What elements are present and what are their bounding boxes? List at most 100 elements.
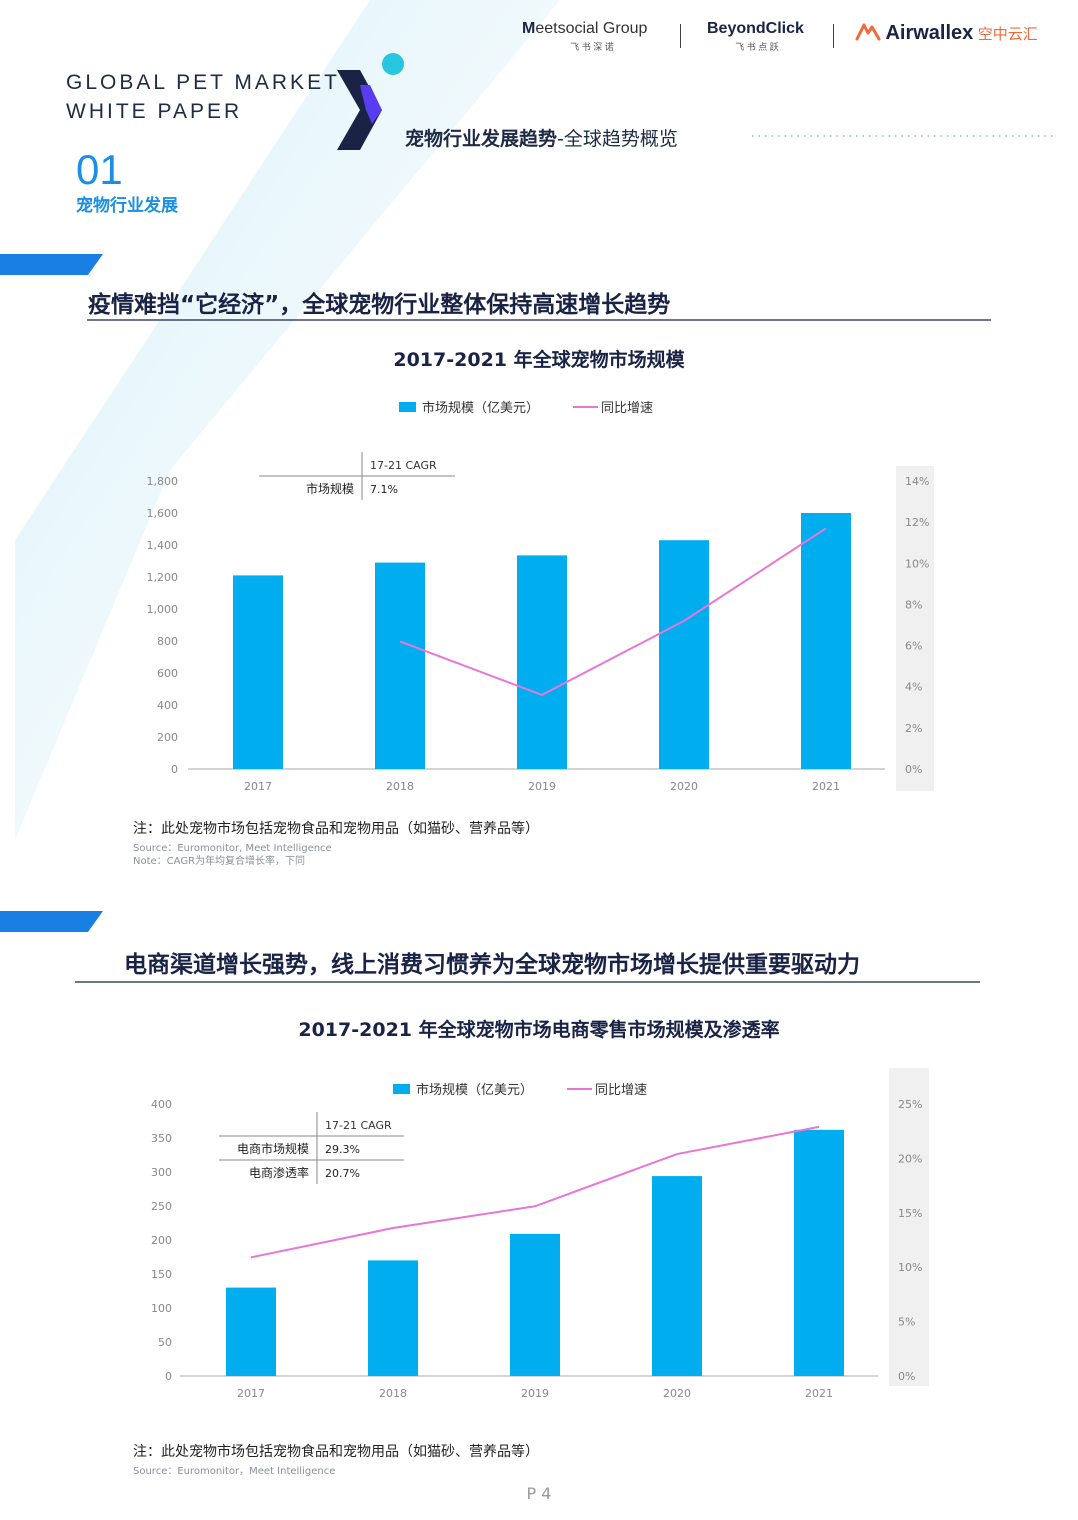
airwallex-logo: Airwallex 空中云汇	[855, 22, 1038, 45]
left-axis-tick: 800	[157, 635, 178, 648]
left-axis-tick: 350	[151, 1132, 172, 1145]
section1-tab	[0, 254, 103, 275]
legend-label-bar: 市场规模（亿美元）	[416, 1082, 533, 1098]
left-axis-tick: 1,400	[147, 539, 179, 552]
right-axis-tick: 15%	[898, 1207, 922, 1220]
cagr-row-value: 29.3%	[325, 1143, 360, 1156]
cagr-table-header: 17-21 CAGR	[370, 459, 437, 472]
x-axis-tick: 2017	[244, 780, 272, 793]
bar	[226, 1287, 276, 1376]
left-axis-tick: 1,600	[147, 507, 179, 520]
section1-note: 注：此处宠物市场包括宠物食品和宠物用品（如猫砂、营养品等）	[133, 821, 539, 837]
x-axis-tick: 2019	[528, 780, 556, 793]
x-axis-tick: 2018	[386, 780, 414, 793]
section2-tab	[0, 911, 103, 932]
cagr-row-label: 市场规模	[306, 481, 354, 496]
chart2: 0 50 100 150 200 250 300 350 400 0% 5% 10% 15% 20% 25%…	[151, 1068, 929, 1400]
logo-divider-1	[680, 24, 681, 48]
section1-headline: 疫情难挡“它经济”，全球宠物行业整体保持高速增长趋势	[88, 292, 671, 318]
x-axis-tick: 2017	[237, 1387, 265, 1400]
diagonal-band	[15, 0, 560, 840]
chart2-title: 2017-2021 年全球宠物市场电商零售市场规模及渗透率	[298, 1019, 780, 1041]
cagr-row-label: 电商渗透率	[249, 1165, 309, 1180]
beyondclick-name: BeyondClick	[707, 20, 804, 37]
airwallex-icon	[855, 23, 881, 41]
section2-source: Source：Euromonitor，Meet Intelligence	[133, 1466, 336, 1477]
legend-label-line: 同比增速	[595, 1083, 647, 1098]
section2-note: 注：此处宠物市场包括宠物食品和宠物用品（如猫砂、营养品等）	[133, 1444, 539, 1460]
section1-note2: Note：CAGR为年均复合增长率，下同	[133, 856, 306, 867]
right-axis-tick: 25%	[898, 1098, 922, 1111]
section-number: 01	[76, 146, 123, 193]
cagr-row-value: 7.1%	[370, 483, 398, 496]
right-axis-band	[889, 1068, 929, 1386]
left-axis-tick: 1,800	[147, 475, 179, 488]
breadcrumb-main: 宠物行业发展趋势	[405, 128, 558, 150]
growth-line	[399, 527, 827, 697]
right-axis-band	[896, 466, 934, 791]
bar	[652, 1176, 702, 1376]
beyondclick-logo: BeyondClick 飞 书 点 跃	[707, 20, 817, 53]
left-axis-tick: 300	[151, 1166, 172, 1179]
left-axis-tick: 1,200	[147, 571, 179, 584]
left-axis-tick: 100	[151, 1302, 172, 1315]
bar	[233, 575, 283, 769]
airwallex-cn-name: 空中云汇	[977, 26, 1038, 43]
meetsocial-logo: Meetsocial Group 飞 书 深 诺	[522, 20, 662, 53]
page-number: P 4	[526, 1484, 552, 1503]
left-axis-tick: 250	[151, 1200, 172, 1213]
bar	[510, 1233, 560, 1376]
cagr-row-label: 电商市场规模	[237, 1141, 309, 1156]
x-axis-tick: 2021	[812, 780, 840, 793]
left-axis-tick: 400	[151, 1098, 172, 1111]
chart1-title: 2017-2021 年全球宠物市场规模	[393, 349, 685, 371]
legend-label-line: 同比增速	[601, 401, 653, 416]
bar	[517, 555, 567, 769]
x-axis-tick: 2021	[805, 1387, 833, 1400]
right-axis-tick: 6%	[905, 640, 922, 653]
bar	[375, 562, 425, 769]
right-axis-tick: 10%	[898, 1261, 922, 1274]
right-axis-tick: 0%	[905, 763, 922, 776]
airwallex-name: Airwallex	[885, 22, 974, 44]
left-axis-tick: 50	[158, 1336, 172, 1349]
header-dot	[382, 53, 404, 75]
left-axis-tick: 400	[157, 699, 178, 712]
left-axis-tick: 1,000	[147, 603, 179, 616]
cagr-table-header: 17-21 CAGR	[325, 1119, 392, 1132]
left-axis-tick: 600	[157, 667, 178, 680]
logo-divider-2	[833, 24, 834, 48]
cagr-row-value: 20.7%	[325, 1167, 360, 1180]
legend-label-bar: 市场规模（亿美元）	[422, 400, 539, 416]
legend-swatch-bar	[399, 402, 416, 412]
right-axis-tick: 2%	[905, 722, 922, 735]
breadcrumb: 宠物行业发展趋势-全球趋势概览	[405, 124, 678, 151]
right-axis-tick: 4%	[905, 681, 922, 694]
left-axis-tick: 0	[165, 1370, 172, 1383]
right-axis-tick: 14%	[905, 475, 929, 488]
paper-title: GLOBAL PET MARKET WHITE PAPER	[66, 68, 340, 126]
x-axis-tick: 2019	[521, 1387, 549, 1400]
section1-source: Source：Euromonitor, Meet Intelligence	[133, 843, 332, 854]
left-axis-tick: 200	[157, 731, 178, 744]
meetsocial-name: eetsocial Group	[535, 20, 648, 37]
bar	[368, 1260, 418, 1376]
x-axis-tick: 2020	[670, 780, 698, 793]
bar	[801, 513, 851, 769]
x-axis-tick: 2018	[379, 1387, 407, 1400]
right-axis-tick: 8%	[905, 598, 922, 611]
section-name: 宠物行业发展	[76, 196, 178, 216]
right-axis-tick: 10%	[905, 557, 929, 570]
left-axis-tick: 0	[171, 763, 178, 776]
meetsocial-mark: M	[522, 20, 536, 37]
bar	[659, 540, 709, 769]
left-axis-tick: 200	[151, 1234, 172, 1247]
right-axis-tick: 0%	[898, 1370, 915, 1383]
x-axis-tick: 2020	[663, 1387, 691, 1400]
breadcrumb-sub: -全球趋势概览	[557, 128, 678, 150]
legend-swatch-bar	[393, 1084, 410, 1094]
chart1: 0 200 400 600 800 1,000 1,200 1,400 1,600 1,800 0%…	[147, 400, 934, 793]
meetsocial-subtitle: 飞 书 深 诺	[570, 42, 614, 52]
section2-headline: 电商渠道增长强势，线上消费习惯养为全球宠物市场增长提供重要驱动力	[124, 952, 860, 978]
